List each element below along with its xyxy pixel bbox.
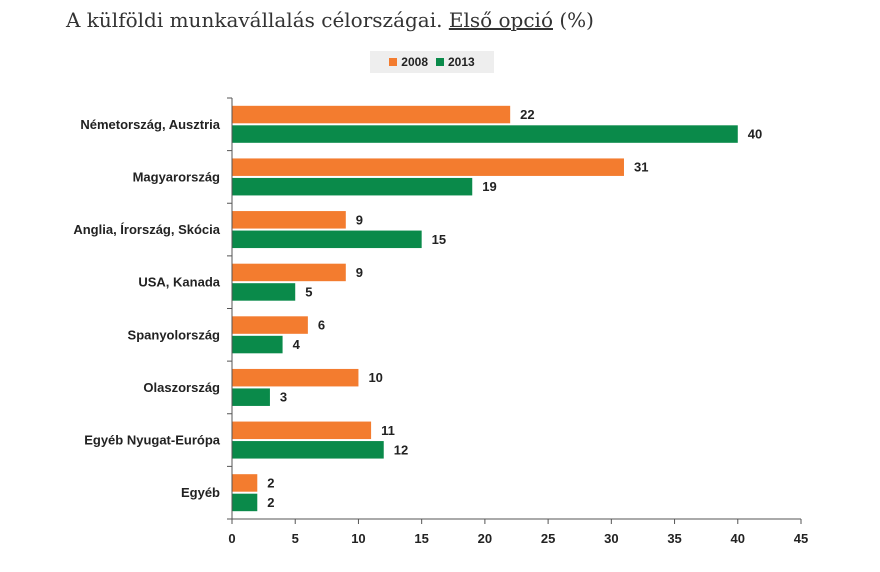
data-label-2013: 40 [748, 127, 762, 142]
bar-2008 [232, 316, 308, 334]
x-tick-label: 30 [604, 531, 618, 546]
chart-title: A külföldi munkavállalás célországai. El… [66, 8, 594, 32]
x-tick-label: 25 [541, 531, 555, 546]
x-tick-label: 45 [794, 531, 808, 546]
legend-item-2008: 2008 [389, 55, 428, 69]
title-prefix: A külföldi munkavállalás célországai. [66, 8, 443, 32]
title-underlined: Első opció [448, 8, 553, 32]
legend: 2008 2013 [370, 51, 494, 73]
x-tick-label: 10 [351, 531, 365, 546]
data-label-2008: 22 [520, 107, 534, 122]
bar-2008 [232, 474, 258, 492]
data-label-2013: 4 [293, 337, 301, 352]
data-label-2008: 11 [381, 423, 395, 438]
x-tick-label: 35 [667, 531, 681, 546]
data-label-2008: 2 [267, 475, 274, 490]
x-tick-label: 40 [731, 531, 745, 546]
data-label-2008: 31 [634, 160, 648, 175]
title-suffix: (%) [559, 8, 594, 32]
bar-2013 [232, 335, 283, 354]
bar-2008 [232, 421, 372, 440]
data-label-2008: 10 [368, 370, 382, 385]
data-label-2008: 9 [356, 212, 363, 227]
category-label: Németország, Ausztria [80, 117, 220, 132]
category-label: Olaszország [143, 380, 220, 395]
legend-label-2008: 2008 [401, 55, 428, 69]
data-label-2013: 19 [482, 179, 496, 194]
bar-2013 [232, 388, 270, 406]
bar-2013 [232, 230, 422, 249]
data-label-2008: 9 [356, 265, 363, 280]
bar-2013 [232, 441, 384, 459]
bar-2013 [232, 177, 473, 196]
data-label-2013: 5 [305, 284, 312, 299]
x-tick-label: 15 [414, 531, 428, 546]
bar-2013 [232, 125, 738, 143]
data-label-2013: 12 [394, 442, 408, 457]
x-tick-label: 20 [478, 531, 492, 546]
data-label-2013: 15 [432, 232, 446, 247]
category-label: Spanyolország [128, 327, 221, 342]
legend-swatch-2013 [436, 58, 444, 66]
x-tick-label: 5 [292, 531, 299, 546]
bar-2013 [232, 493, 258, 512]
data-label-2008: 6 [318, 318, 325, 333]
bar-2008 [232, 158, 624, 176]
legend-label-2013: 2013 [448, 55, 475, 69]
category-label: Egyéb [181, 485, 220, 500]
category-label: USA, Kanada [138, 275, 220, 290]
legend-item-2013: 2013 [436, 55, 475, 69]
legend-swatch-2008 [389, 58, 398, 66]
bar-2008 [232, 263, 346, 282]
category-label: Anglia, Írország, Skócia [73, 222, 220, 237]
category-label: Magyarország [133, 169, 220, 184]
category-label: Egyéb Nyugat-Európa [84, 433, 221, 448]
x-tick-label: 0 [228, 531, 235, 546]
data-label-2013: 3 [280, 390, 287, 405]
bar-2013 [232, 283, 296, 301]
data-label-2013: 2 [267, 495, 274, 510]
bar-2008 [232, 105, 511, 124]
bar-2008 [232, 368, 359, 387]
bar-2008 [232, 211, 346, 229]
